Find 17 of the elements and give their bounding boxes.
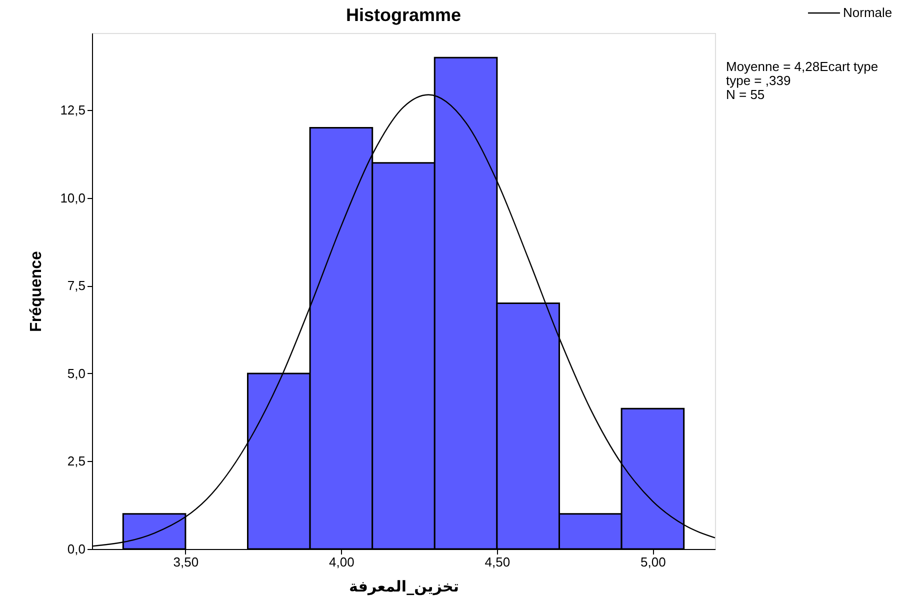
- y-tick-label: 12,5: [60, 102, 86, 118]
- y-tick-label: 2,5: [67, 454, 86, 469]
- text: Moyenne = 4,28Ecart type: [726, 59, 878, 74]
- y-tick-label: 5,0: [67, 366, 86, 381]
- x-tick-label: 4,00: [329, 554, 354, 570]
- y-tick-label: 7,5: [67, 278, 86, 294]
- chart-title: Histogramme: [346, 5, 462, 25]
- x-axis-title: تخزين_المعرفة: [349, 578, 459, 596]
- x-tick-label: 5,00: [640, 554, 666, 570]
- y-tick-label: 0,0: [67, 542, 86, 556]
- x-tick-label: 3,50: [173, 554, 199, 570]
- text: N = 55: [726, 87, 765, 102]
- x-tick-label: 4,50: [484, 554, 510, 570]
- legend-label: Normale: [843, 5, 892, 20]
- text: type = ,339: [726, 73, 791, 88]
- y-axis-title: Fréquence: [28, 250, 46, 332]
- y-tick-label: 10,0: [60, 190, 86, 206]
